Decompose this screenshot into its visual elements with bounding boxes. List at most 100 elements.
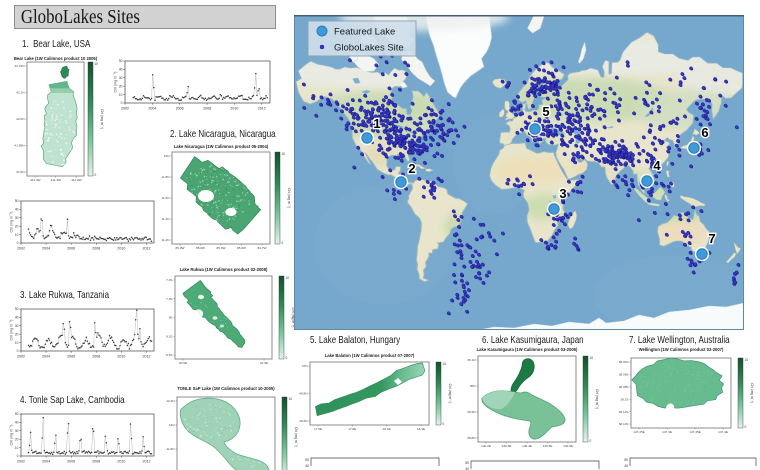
svg-text:Featured Lake: Featured Lake [334, 27, 395, 38]
svg-text:40: 40 [465, 467, 469, 470]
svg-text:20: 20 [119, 84, 123, 88]
svg-text:2006: 2006 [67, 355, 75, 359]
svg-text:Chl (mg m¯³): Chl (mg m¯³) [114, 72, 118, 93]
svg-text:11.6N: 11.6N [161, 196, 169, 200]
svg-text:8.2S: 8.2S [166, 335, 172, 339]
svg-text:10: 10 [282, 152, 286, 156]
svg-text:11.8N: 11.8N [161, 175, 169, 179]
svg-text:2012: 2012 [143, 355, 151, 359]
svg-text:40: 40 [15, 316, 19, 320]
svg-text:30: 30 [119, 76, 123, 80]
svg-text:10: 10 [590, 356, 594, 360]
svg-text:140.6E: 140.6E [563, 444, 573, 448]
svg-text:2004: 2004 [148, 107, 156, 111]
svg-text:10: 10 [289, 397, 293, 401]
svg-text:147.3E: 147.3E [662, 430, 672, 434]
svg-text:2002: 2002 [17, 247, 25, 251]
svg-text:17.5E: 17.5E [314, 427, 322, 431]
svg-text:Chl (mg m¯³): Chl (mg m¯³) [287, 188, 291, 208]
svg-text:42.1N: 42.1N [16, 91, 24, 95]
svg-text:Chl (mg m¯³): Chl (mg m¯³) [10, 320, 14, 341]
svg-text:2006: 2006 [67, 247, 75, 251]
svg-text:31.5E: 31.5E [260, 361, 268, 365]
svg-text:0: 0 [590, 439, 592, 443]
svg-text:36N: 36N [470, 384, 476, 388]
svg-text:2006: 2006 [67, 460, 75, 464]
svg-text:10: 10 [286, 276, 290, 280]
svg-text:46.8N: 46.8N [299, 392, 307, 396]
svg-text:50: 50 [119, 59, 123, 63]
svg-text:10: 10 [443, 362, 447, 366]
svg-text:47N: 47N [302, 364, 308, 368]
svg-text:Lake Kasumigaura (1W Calimnos: Lake Kasumigaura (1W Calimnos product 03… [477, 347, 578, 352]
svg-text:10: 10 [95, 62, 99, 66]
svg-text:12.2N: 12.2N [166, 399, 174, 403]
svg-text:40: 40 [15, 208, 19, 212]
svg-text:12N: 12N [169, 423, 175, 427]
svg-text:84.7W: 84.7W [258, 246, 267, 250]
svg-text:17.8E: 17.8E [348, 427, 356, 431]
svg-text:41.95N: 41.95N [15, 144, 25, 148]
svg-text:50: 50 [15, 199, 19, 203]
svg-text:0: 0 [17, 454, 19, 458]
svg-text:0: 0 [17, 349, 19, 353]
svg-text:2006: 2006 [176, 107, 184, 111]
svg-text:2004: 2004 [42, 460, 50, 464]
svg-text:30.5E: 30.5E [179, 361, 187, 365]
svg-text:140.5E: 140.5E [543, 444, 553, 448]
svg-text:0: 0 [745, 425, 747, 429]
svg-text:2012: 2012 [143, 247, 151, 251]
svg-text:Lake Balaton (1W Calimnos prod: Lake Balaton (1W Calimnos product 07-200… [325, 353, 415, 358]
svg-text:Bear Lake (1W Calimnos product: Bear Lake (1W Calimnos product 10 2005) [14, 56, 98, 61]
svg-text:Chl (mg m¯³): Chl (mg m¯³) [10, 212, 14, 233]
svg-text:38.04S: 38.04S [619, 360, 629, 364]
svg-text:Chl (mg m¯³): Chl (mg m¯³) [10, 425, 14, 446]
svg-text:7: 7 [708, 231, 715, 246]
svg-text:Chl (mg m¯³): Chl (mg m¯³) [448, 384, 452, 404]
svg-text:2008: 2008 [92, 460, 100, 464]
svg-text:40: 40 [624, 464, 628, 468]
svg-text:2012: 2012 [143, 460, 151, 464]
svg-text:20: 20 [15, 224, 19, 228]
svg-text:Chl (mg m¯³): Chl (mg m¯³) [595, 389, 599, 409]
svg-text:2008: 2008 [92, 247, 100, 251]
svg-text:147.25E: 147.25E [633, 430, 645, 434]
svg-text:35.9N: 35.9N [467, 410, 475, 414]
svg-text:0: 0 [286, 356, 288, 360]
svg-text:2004: 2004 [42, 247, 50, 251]
svg-text:2012: 2012 [258, 107, 266, 111]
svg-text:2002: 2002 [17, 355, 25, 359]
svg-text:Chl (mg m¯³): Chl (mg m¯³) [294, 427, 298, 447]
svg-text:42.0N: 42.0N [16, 117, 24, 121]
svg-text:38.14S: 38.14S [619, 422, 629, 426]
svg-text:2: 2 [408, 161, 415, 176]
svg-text:11.8N: 11.8N [166, 447, 174, 451]
svg-text:2002: 2002 [17, 460, 25, 464]
svg-text:Lake Nicaragua (1W Calimnos pr: Lake Nicaragua (1W Calimnos product 05-2… [174, 144, 269, 149]
svg-text:38.12S: 38.12S [619, 410, 629, 414]
svg-text:30: 30 [15, 429, 19, 433]
svg-text:12N: 12N [164, 154, 170, 158]
svg-text:140.2E: 140.2E [481, 444, 491, 448]
svg-text:18.1E: 18.1E [383, 427, 391, 431]
svg-text:-111.4W: -111.4W [29, 178, 40, 182]
svg-text:Wellington (1W Calimnos produc: Wellington (1W Calimnos product 02-2007) [639, 347, 724, 352]
svg-text:3: 3 [559, 186, 566, 201]
svg-text:36.1N: 36.1N [467, 358, 475, 362]
svg-text:41.9N: 41.9N [16, 170, 24, 174]
svg-text:GloboLakes Site: GloboLakes Site [334, 43, 404, 54]
svg-text:20: 20 [15, 332, 19, 336]
svg-text:50: 50 [15, 307, 19, 311]
svg-text:0: 0 [17, 241, 19, 245]
svg-text:50: 50 [305, 458, 309, 462]
svg-text:11.2N: 11.2N [161, 238, 169, 242]
svg-text:2010: 2010 [117, 355, 125, 359]
svg-text:6: 6 [701, 125, 708, 140]
svg-text:0: 0 [282, 241, 284, 245]
svg-text:10: 10 [745, 358, 749, 362]
svg-text:-111.3W: -111.3W [50, 178, 61, 182]
svg-text:Chl (mg m¯³): Chl (mg m¯³) [100, 109, 104, 129]
svg-text:140.4E: 140.4E [522, 444, 532, 448]
svg-text:0: 0 [443, 422, 445, 426]
svg-text:40: 40 [305, 464, 309, 468]
